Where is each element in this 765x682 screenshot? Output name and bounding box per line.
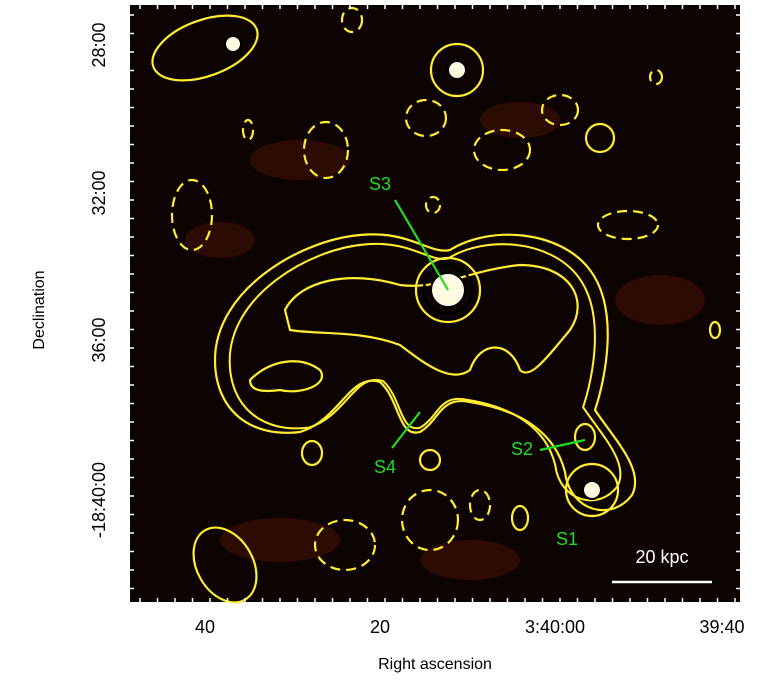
x-tick-label: 3:40:00 xyxy=(525,617,585,637)
negative-contours xyxy=(170,6,664,572)
source-label: S2 xyxy=(511,439,533,459)
contour xyxy=(283,263,579,376)
x-tick-label: 39:40 xyxy=(699,617,744,637)
y-tick-label: 32:00 xyxy=(89,170,109,215)
x-axis-label: Right ascension xyxy=(378,656,492,673)
source-markers xyxy=(391,199,586,452)
y-tick-label: -18:40:00 xyxy=(89,462,109,538)
source-label: S4 xyxy=(374,457,396,477)
contour xyxy=(248,360,324,393)
scale-bar-label: 20 kpc xyxy=(635,547,688,567)
point-sources xyxy=(151,14,722,604)
x-tick-label: 40 xyxy=(195,617,215,637)
extended-emission xyxy=(213,233,637,512)
source-label: S3 xyxy=(369,174,391,194)
source-label: S1 xyxy=(556,529,578,549)
y-tick-label: 36:00 xyxy=(89,317,109,362)
y-tick-label: 28:00 xyxy=(89,22,109,67)
frame-ticks xyxy=(130,5,740,602)
noise xyxy=(185,102,705,580)
y-axis-label: Declination xyxy=(31,270,48,349)
x-tick-label: 20 xyxy=(370,617,390,637)
